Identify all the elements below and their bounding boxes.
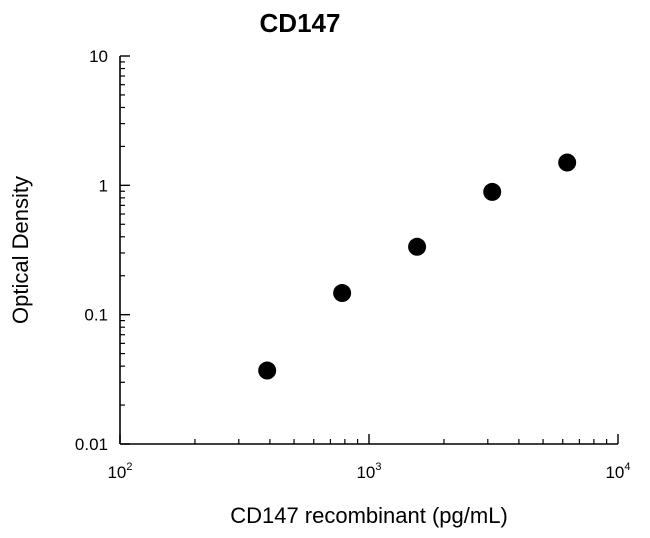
x-tick-exponent: 4	[624, 461, 630, 473]
data-point	[333, 284, 352, 303]
x-tick-exponent: 3	[375, 461, 381, 473]
x-tick-base: 10	[605, 463, 624, 482]
y-tick-label: 0.1	[84, 306, 108, 325]
y-tick-label: 10	[89, 47, 108, 66]
x-axis-label: CD147 recombinant (pg/mL)	[230, 503, 508, 528]
chart-title: CD147	[260, 8, 341, 38]
x-tick-base: 10	[356, 463, 375, 482]
axes	[119, 56, 618, 445]
y-tick-label: 0.01	[75, 435, 108, 454]
x-tick-label: 104	[605, 461, 630, 482]
x-tick-base: 10	[107, 463, 126, 482]
data-points	[258, 153, 577, 380]
x-ticks: 102 103 104	[107, 434, 631, 482]
x-tick-label: 102	[107, 461, 132, 482]
y-ticks: 10 1 0.1 0.01	[75, 47, 130, 454]
data-point	[258, 361, 277, 380]
x-tick-exponent: 2	[126, 461, 132, 473]
data-point	[408, 237, 427, 256]
x-tick-label: 103	[356, 461, 381, 482]
data-point	[558, 153, 577, 172]
data-point	[483, 182, 502, 201]
y-axis-label: Optical Density	[8, 176, 33, 324]
y-tick-label: 1	[99, 176, 108, 195]
